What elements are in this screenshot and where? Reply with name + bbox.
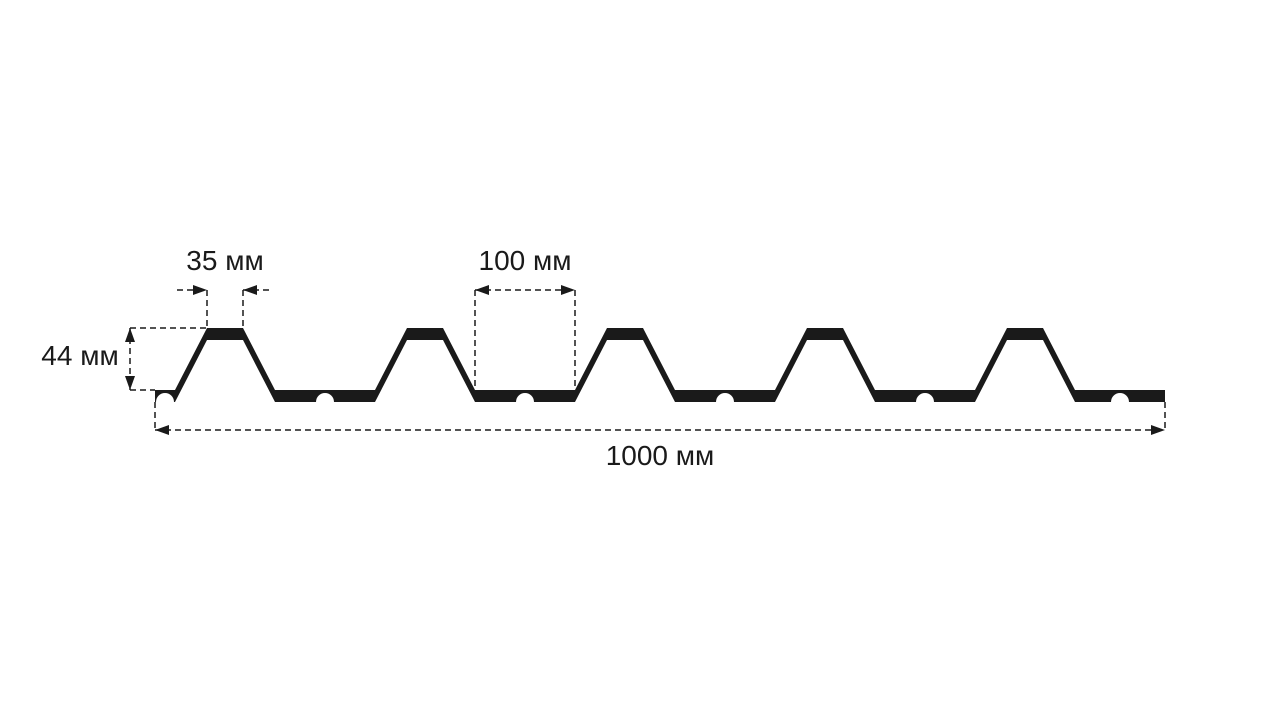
profile-diagram: 35 мм 100 мм 44 мм 1000 мм: [0, 0, 1280, 720]
dim-valley-width-label: 100 мм: [479, 245, 572, 276]
dim-height-label: 44 мм: [41, 340, 118, 371]
dim-total-width-label: 1000 мм: [606, 440, 715, 471]
profile-shape: [155, 328, 1165, 402]
dim-top-width-label: 35 мм: [186, 245, 263, 276]
